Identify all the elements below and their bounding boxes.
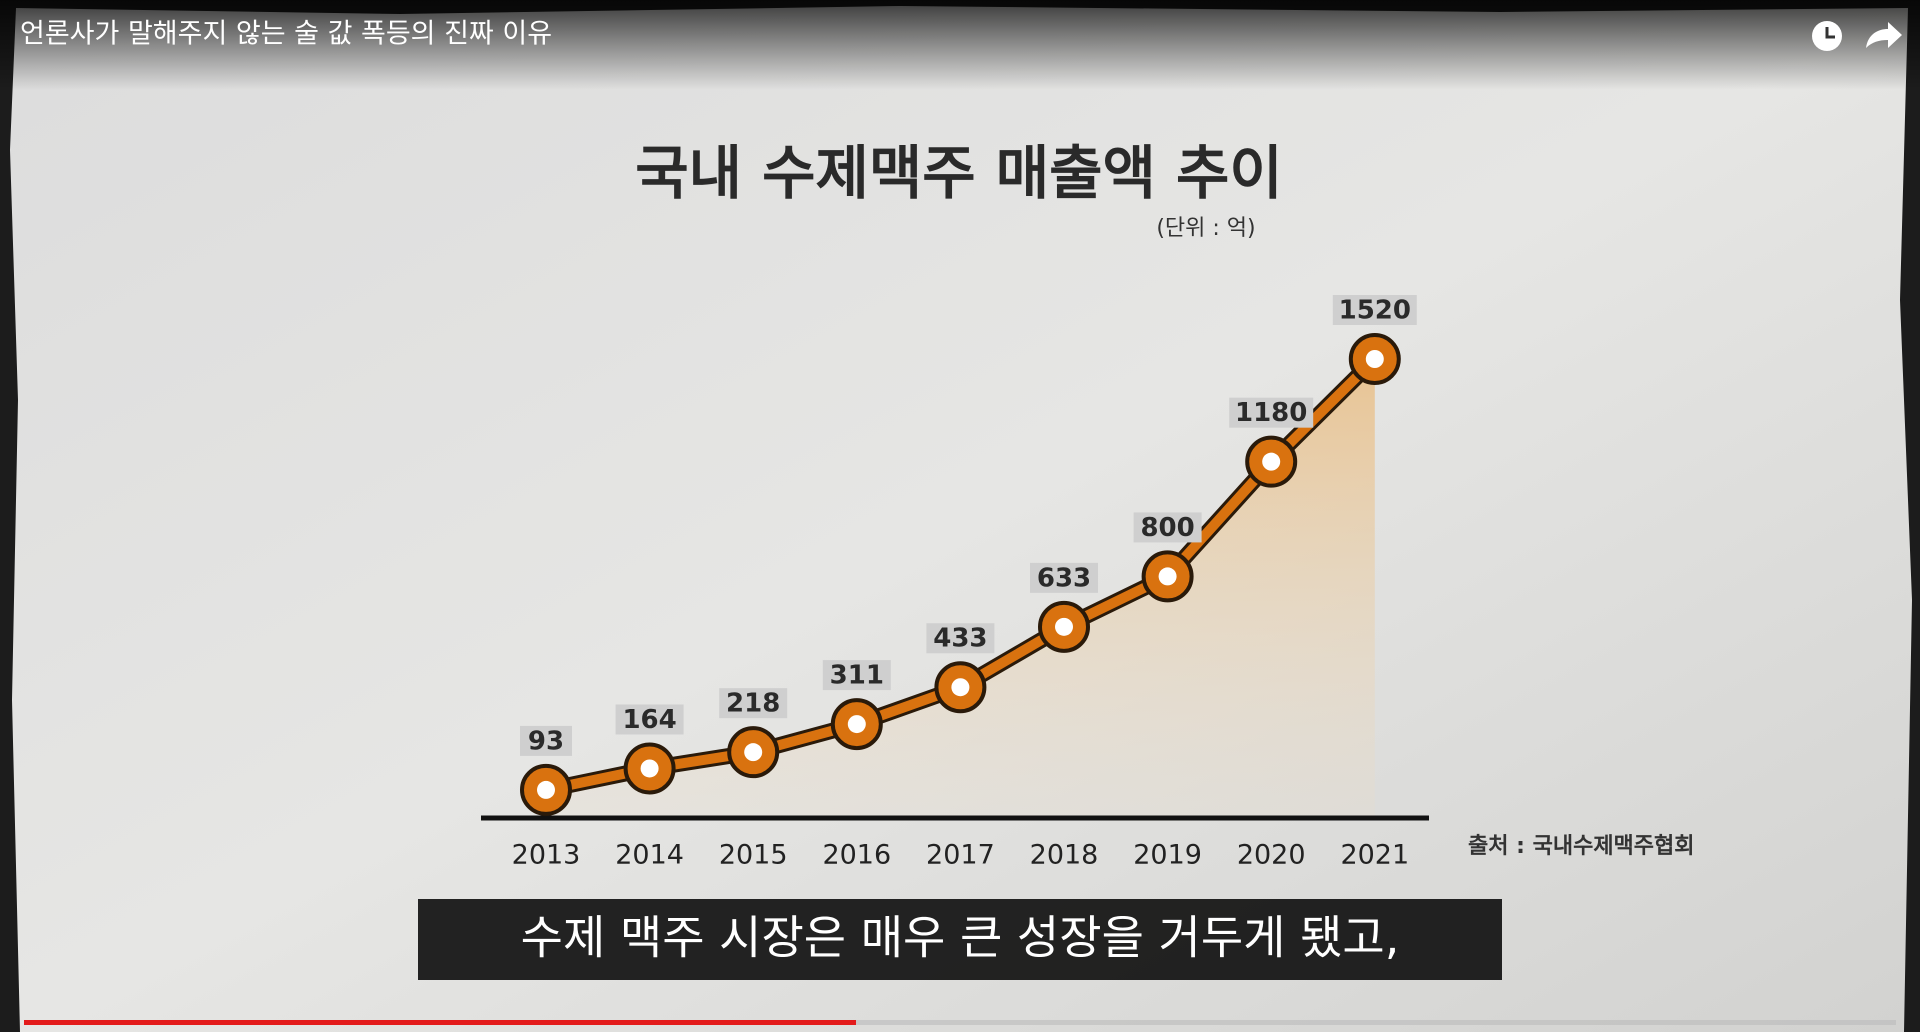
- x-tick-label: 2015: [719, 840, 788, 871]
- chart-unit: (단위 : 억): [1156, 216, 1255, 241]
- x-tick-label: 2017: [926, 840, 995, 871]
- x-tick-label: 2018: [1030, 840, 1099, 871]
- point-center: [951, 678, 970, 697]
- area: [546, 359, 1375, 818]
- point-center: [744, 743, 763, 762]
- value-label-box: [1332, 295, 1417, 325]
- value-label-box: [520, 725, 572, 756]
- point-center: [1262, 452, 1281, 471]
- value-label: 433: [933, 624, 987, 654]
- value-label-box: [615, 704, 684, 735]
- chart-title: 국내 수제맥주 매출액 추이: [635, 139, 1283, 207]
- progress-track[interactable]: [24, 1020, 1896, 1025]
- share-button[interactable]: [1866, 22, 1902, 48]
- x-tick-label: 2013: [512, 840, 581, 871]
- value-label-box: [1030, 562, 1098, 593]
- chart-source: 출처 : 국내수제맥주협회: [1468, 834, 1695, 859]
- value-label-box: [822, 660, 891, 691]
- plot: 93 2013 164 2014 218 2015 311 2016 433 2017 633 201…: [481, 295, 1429, 871]
- watch-later-button[interactable]: [1812, 21, 1842, 51]
- point-center: [1365, 350, 1384, 368]
- value-label: 1520: [1339, 296, 1411, 326]
- value-label-box: [719, 688, 788, 719]
- caption-box: [418, 899, 1502, 980]
- point-center: [537, 780, 555, 799]
- value-label: 164: [622, 705, 676, 735]
- point-center: [1055, 617, 1073, 636]
- video-frame: [10, 6, 1912, 1032]
- point-center: [847, 715, 866, 734]
- x-tick-label: 2021: [1340, 840, 1409, 871]
- value-label-box: [926, 623, 995, 654]
- value-label: 93: [528, 726, 564, 756]
- x-tick-label: 2020: [1237, 840, 1306, 871]
- progress-played[interactable]: [24, 1020, 856, 1025]
- video-title[interactable]: 언론사가 말해주지 않는 술 값 폭등의 진짜 이유: [20, 19, 552, 50]
- point-center: [1158, 567, 1177, 586]
- x-tick-label: 2019: [1133, 840, 1202, 871]
- point-center: [640, 759, 659, 778]
- value-label: 800: [1140, 513, 1194, 543]
- caption: 수제 맥주 시장은 매우 큰 성장을 거두게 됐고,: [521, 911, 1400, 965]
- value-label-box: [1133, 512, 1202, 543]
- top-shade: [0, 0, 1920, 90]
- value-label-box: [1229, 397, 1314, 428]
- value-label: 218: [726, 689, 780, 719]
- x-tick-label: 2016: [822, 840, 891, 871]
- value-label: 311: [830, 661, 884, 691]
- x-tick-label: 2014: [615, 840, 684, 871]
- value-label: 1180: [1235, 398, 1307, 428]
- value-label: 633: [1037, 563, 1091, 593]
